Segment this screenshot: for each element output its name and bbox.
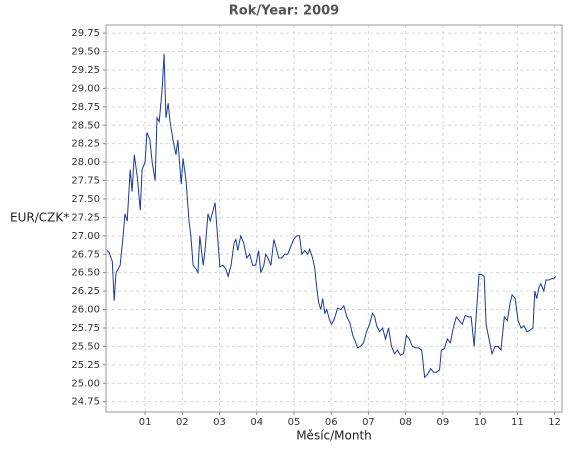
plot-frame bbox=[105, 24, 563, 413]
y-tick-label: 29.00 bbox=[71, 83, 100, 94]
x-tick-label: 08 bbox=[399, 417, 412, 428]
y-tick-label: 28.25 bbox=[71, 139, 100, 150]
x-tick-label: 05 bbox=[288, 417, 301, 428]
y-tick-label: 29.75 bbox=[71, 28, 100, 39]
x-axis-label: Měsíc/Month bbox=[296, 429, 372, 443]
y-tick-label: 27.75 bbox=[71, 176, 100, 187]
y-tick-label: 25.25 bbox=[71, 360, 100, 371]
y-tick-label: 27.25 bbox=[71, 212, 100, 223]
y-tick-label: 25.00 bbox=[71, 378, 100, 389]
y-tick-label: 26.00 bbox=[71, 305, 100, 316]
x-tick-label: 04 bbox=[250, 417, 263, 428]
y-tick-label: 26.50 bbox=[71, 268, 100, 279]
y-tick-label: 26.75 bbox=[71, 249, 100, 260]
x-tick-label: 11 bbox=[511, 417, 524, 428]
data-line bbox=[106, 53, 557, 379]
y-tick-label: 29.25 bbox=[71, 65, 100, 76]
x-tick-label: 12 bbox=[548, 417, 561, 428]
x-tick-label: 10 bbox=[474, 417, 487, 428]
y-tick-label: 24.75 bbox=[71, 397, 100, 408]
y-tick-label: 26.25 bbox=[71, 286, 100, 297]
y-tick-label: 28.50 bbox=[71, 120, 100, 131]
y-tick-label: 27.50 bbox=[71, 194, 100, 205]
x-tick-label: 01 bbox=[139, 417, 152, 428]
x-tick-label: 07 bbox=[362, 417, 375, 428]
y-axis-label: EUR/CZK* bbox=[10, 211, 69, 225]
y-tick-label: 27.00 bbox=[71, 231, 100, 242]
y-tick-label: 28.75 bbox=[71, 102, 100, 113]
y-tick-label: 28.00 bbox=[71, 157, 100, 168]
x-tick-label: 09 bbox=[437, 417, 450, 428]
y-tick-label: 25.75 bbox=[71, 323, 100, 334]
x-tick-label: 03 bbox=[213, 417, 226, 428]
chart-title: Rok/Year: 2009 bbox=[229, 4, 339, 19]
x-tick-label: 06 bbox=[325, 417, 338, 428]
y-tick-label: 25.50 bbox=[71, 341, 100, 352]
x-tick-label: 02 bbox=[176, 417, 189, 428]
y-tick-label: 29.50 bbox=[71, 47, 100, 58]
